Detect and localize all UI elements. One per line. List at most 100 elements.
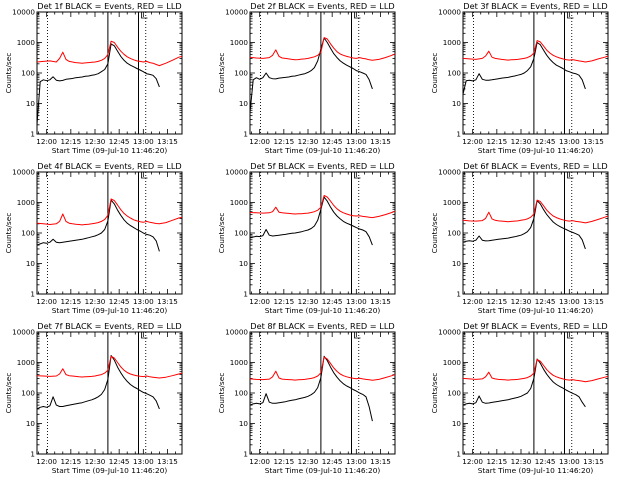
x-tick-label: 12:45 xyxy=(322,457,343,466)
series-events-line xyxy=(249,37,373,113)
x-tick-label: 12:00 xyxy=(249,297,270,306)
y-tick-label: 10000 xyxy=(225,328,248,337)
x-tick-label: 12:15 xyxy=(60,457,81,466)
y-tick-label: 100 xyxy=(234,389,248,398)
y-tick-label: 1000 xyxy=(443,198,462,207)
x-tick-label: 13:15 xyxy=(370,137,391,146)
x-tick-label: 13:00 xyxy=(346,457,367,466)
y-tick-label: 1 xyxy=(243,450,248,459)
bracket-marker xyxy=(141,172,148,179)
series-lld-line xyxy=(249,356,396,381)
panel-title: Det 4f BLACK = Events, RED = LLD xyxy=(37,161,181,171)
y-tick-label: 10000 xyxy=(438,328,461,337)
y-tick-label: 1000 xyxy=(443,38,462,47)
x-tick-label: 13:15 xyxy=(370,457,391,466)
y-axis-label: Counts/sec xyxy=(4,213,13,254)
plot-frame xyxy=(249,11,396,135)
y-tick-label: 10000 xyxy=(438,168,461,177)
x-tick-label: 12:00 xyxy=(249,457,270,466)
plot-frame xyxy=(36,171,183,295)
bracket-marker xyxy=(141,12,148,19)
y-tick-label: 10000 xyxy=(225,8,248,17)
y-tick-label: 10 xyxy=(452,259,462,268)
panel-title: Det 1f BLACK = Events, RED = LLD xyxy=(37,1,181,11)
bracket-marker xyxy=(354,12,361,19)
x-tick-label: 12:15 xyxy=(273,457,294,466)
y-tick-label: 1000 xyxy=(17,198,36,207)
x-axis-label: Start Time (09-Jul-10 11:46:20) xyxy=(478,146,594,155)
y-tick-label: 1000 xyxy=(230,358,249,367)
y-tick-label: 10000 xyxy=(12,8,35,17)
y-tick-label: 10000 xyxy=(438,8,461,17)
y-tick-label: 1 xyxy=(30,130,35,139)
x-tick-label: 12:45 xyxy=(109,137,130,146)
x-tick-label: 12:30 xyxy=(85,457,106,466)
x-tick-label: 12:45 xyxy=(535,137,556,146)
y-tick-label: 1000 xyxy=(443,358,462,367)
x-tick-label: 13:00 xyxy=(559,297,580,306)
panel-det-1: Det 1f BLACK = Events, RED = LLD 1 10 100 10… xyxy=(4,1,183,155)
bracket-marker xyxy=(354,332,361,339)
y-tick-label: 10 xyxy=(26,419,36,428)
x-tick-label: 12:30 xyxy=(85,297,106,306)
x-tick-label: 13:00 xyxy=(133,297,154,306)
y-axis-label: Counts/sec xyxy=(4,373,13,414)
x-tick-label: 12:15 xyxy=(60,297,81,306)
x-tick-label: 13:15 xyxy=(370,297,391,306)
x-tick-label: 12:00 xyxy=(462,457,483,466)
y-tick-label: 100 xyxy=(447,389,461,398)
series-events-line xyxy=(249,196,373,246)
y-axis-label: Counts/sec xyxy=(4,53,13,94)
x-tick-label: 12:30 xyxy=(511,457,532,466)
bracket-marker xyxy=(141,332,148,339)
y-tick-label: 10 xyxy=(239,259,249,268)
x-tick-label: 13:00 xyxy=(559,137,580,146)
series-lld-line xyxy=(462,40,609,63)
x-tick-label: 12:00 xyxy=(462,137,483,146)
y-tick-label: 1 xyxy=(456,450,461,459)
x-tick-label: 12:30 xyxy=(511,137,532,146)
bracket-marker xyxy=(567,172,574,179)
series-events-line xyxy=(36,355,160,410)
x-axis-label: Start Time (09-Jul-10 11:46:20) xyxy=(478,306,594,315)
x-tick-label: 12:00 xyxy=(36,297,57,306)
y-tick-label: 100 xyxy=(447,69,461,78)
y-axis-label: Counts/sec xyxy=(217,53,226,94)
y-axis-label: Counts/sec xyxy=(217,373,226,414)
bracket-marker xyxy=(567,332,574,339)
x-tick-label: 12:00 xyxy=(36,137,57,146)
y-tick-label: 1000 xyxy=(17,38,36,47)
panel-title: Det 9f BLACK = Events, RED = LLD xyxy=(463,321,607,331)
y-tick-label: 1 xyxy=(456,130,461,139)
panel-det-4: Det 4f BLACK = Events, RED = LLD 1 10 100 10… xyxy=(4,161,183,315)
x-tick-label: 12:45 xyxy=(535,457,556,466)
series-lld-line xyxy=(249,195,396,219)
bracket-marker xyxy=(354,172,361,179)
x-tick-label: 13:15 xyxy=(583,137,604,146)
panel-title: Det 6f BLACK = Events, RED = LLD xyxy=(463,161,607,171)
y-tick-label: 10000 xyxy=(12,168,35,177)
plot-frame xyxy=(462,171,609,295)
y-tick-label: 100 xyxy=(21,69,35,78)
y-tick-label: 10000 xyxy=(225,168,248,177)
y-tick-label: 10 xyxy=(239,419,249,428)
series-events-line xyxy=(462,42,586,95)
plot-frame xyxy=(249,171,396,295)
panel-det-2: Det 2f BLACK = Events, RED = LLD 1 10 100 10… xyxy=(217,1,396,155)
plot-frame xyxy=(462,331,609,455)
x-tick-label: 13:15 xyxy=(157,297,178,306)
x-axis-label: Start Time (09-Jul-10 11:46:20) xyxy=(52,466,168,475)
x-tick-label: 12:30 xyxy=(511,297,532,306)
x-tick-label: 13:00 xyxy=(559,457,580,466)
y-tick-label: 1000 xyxy=(230,38,249,47)
y-tick-label: 1000 xyxy=(230,198,249,207)
x-tick-label: 12:15 xyxy=(486,297,507,306)
x-tick-label: 12:45 xyxy=(109,297,130,306)
x-tick-label: 12:30 xyxy=(298,457,319,466)
y-axis-label: Counts/sec xyxy=(430,53,439,94)
series-lld-line xyxy=(36,198,183,226)
bracket-marker xyxy=(567,12,574,19)
x-tick-label: 12:45 xyxy=(322,137,343,146)
x-axis-label: Start Time (09-Jul-10 11:46:20) xyxy=(52,306,168,315)
x-tick-label: 13:00 xyxy=(133,457,154,466)
